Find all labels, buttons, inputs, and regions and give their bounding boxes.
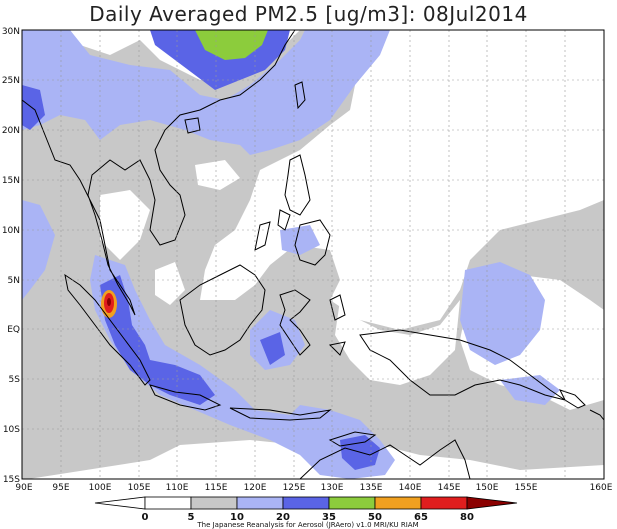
page-title: Daily Averaged PM2.5 [ug/m3]: 08Jul2014 (89, 2, 528, 26)
lon-tick-label: 120E (244, 483, 267, 493)
lon-tick-label: 110E (166, 483, 189, 493)
lat-axis: 30N 25N 20N 15N 10N 5N EQ 5S 10S 15S (2, 27, 20, 485)
lon-tick-label: 135E (360, 483, 383, 493)
legend-level-label: 20 (276, 512, 290, 523)
lon-axis: 90E 95E 100E 105E 110E 115E 120E 125E 13… (15, 483, 612, 493)
map-frame (21, 29, 605, 480)
lon-tick-label: 100E (89, 483, 112, 493)
lon-tick-label: 145E (438, 483, 461, 493)
lon-tick-label: 150E (476, 483, 499, 493)
hotspot (101, 290, 117, 318)
legend-swatch-0-5 (144, 496, 192, 510)
legend-swatch-35-50 (328, 496, 376, 510)
legend-swatch-white (94, 496, 146, 510)
lon-tick-label: 115E (205, 483, 228, 493)
legend-level-label: 35 (322, 512, 336, 523)
lat-tick-label: 30N (2, 27, 20, 37)
light-blue-shading (22, 30, 560, 479)
lon-tick-label: 155E (515, 483, 538, 493)
legend-level-label: 0 (142, 512, 149, 523)
lat-tick-label: 15S (3, 475, 20, 485)
legend-level-label: 80 (460, 512, 474, 523)
coastlines (22, 30, 604, 479)
concentration-field (22, 30, 604, 479)
lon-tick-label: 140E (399, 483, 422, 493)
lat-tick-label: 25N (2, 76, 20, 86)
legend-swatch-80plus (466, 496, 518, 510)
grid-lines (22, 30, 604, 479)
lat-tick-label: 20N (2, 126, 20, 136)
lon-tick-label: 130E (321, 483, 344, 493)
lat-tick-label: 5S (9, 375, 21, 385)
legend-swatch-20-35 (282, 496, 330, 510)
lon-tick-label: 125E (283, 483, 306, 493)
credit-text: The Japanese Reanalysis for Aerosol (JRA… (196, 521, 418, 529)
green-shading (195, 30, 268, 60)
lon-tick-label: 160E (590, 483, 613, 493)
legend-level-label: 65 (414, 512, 428, 523)
lat-tick-label: 15N (2, 176, 20, 186)
legend-level-label: 50 (368, 512, 382, 523)
legend-swatch-65-80 (420, 496, 468, 510)
legend-swatch-5-10 (190, 496, 238, 510)
legend-swatch-10-20 (236, 496, 284, 510)
legend-swatch-50-65 (374, 496, 422, 510)
lat-tick-label: 5N (8, 276, 20, 286)
lon-tick-label: 105E (128, 483, 151, 493)
lat-tick-label: EQ (7, 325, 20, 335)
color-legend: 0 5 10 20 35 50 65 80 (94, 496, 518, 523)
lat-tick-label: 10S (3, 425, 20, 435)
lat-tick-label: 10N (2, 226, 20, 236)
lon-tick-label: 95E (52, 483, 69, 493)
legend-level-label: 10 (230, 512, 244, 523)
lon-tick-label: 90E (15, 483, 32, 493)
legend-level-label: 5 (188, 512, 195, 523)
